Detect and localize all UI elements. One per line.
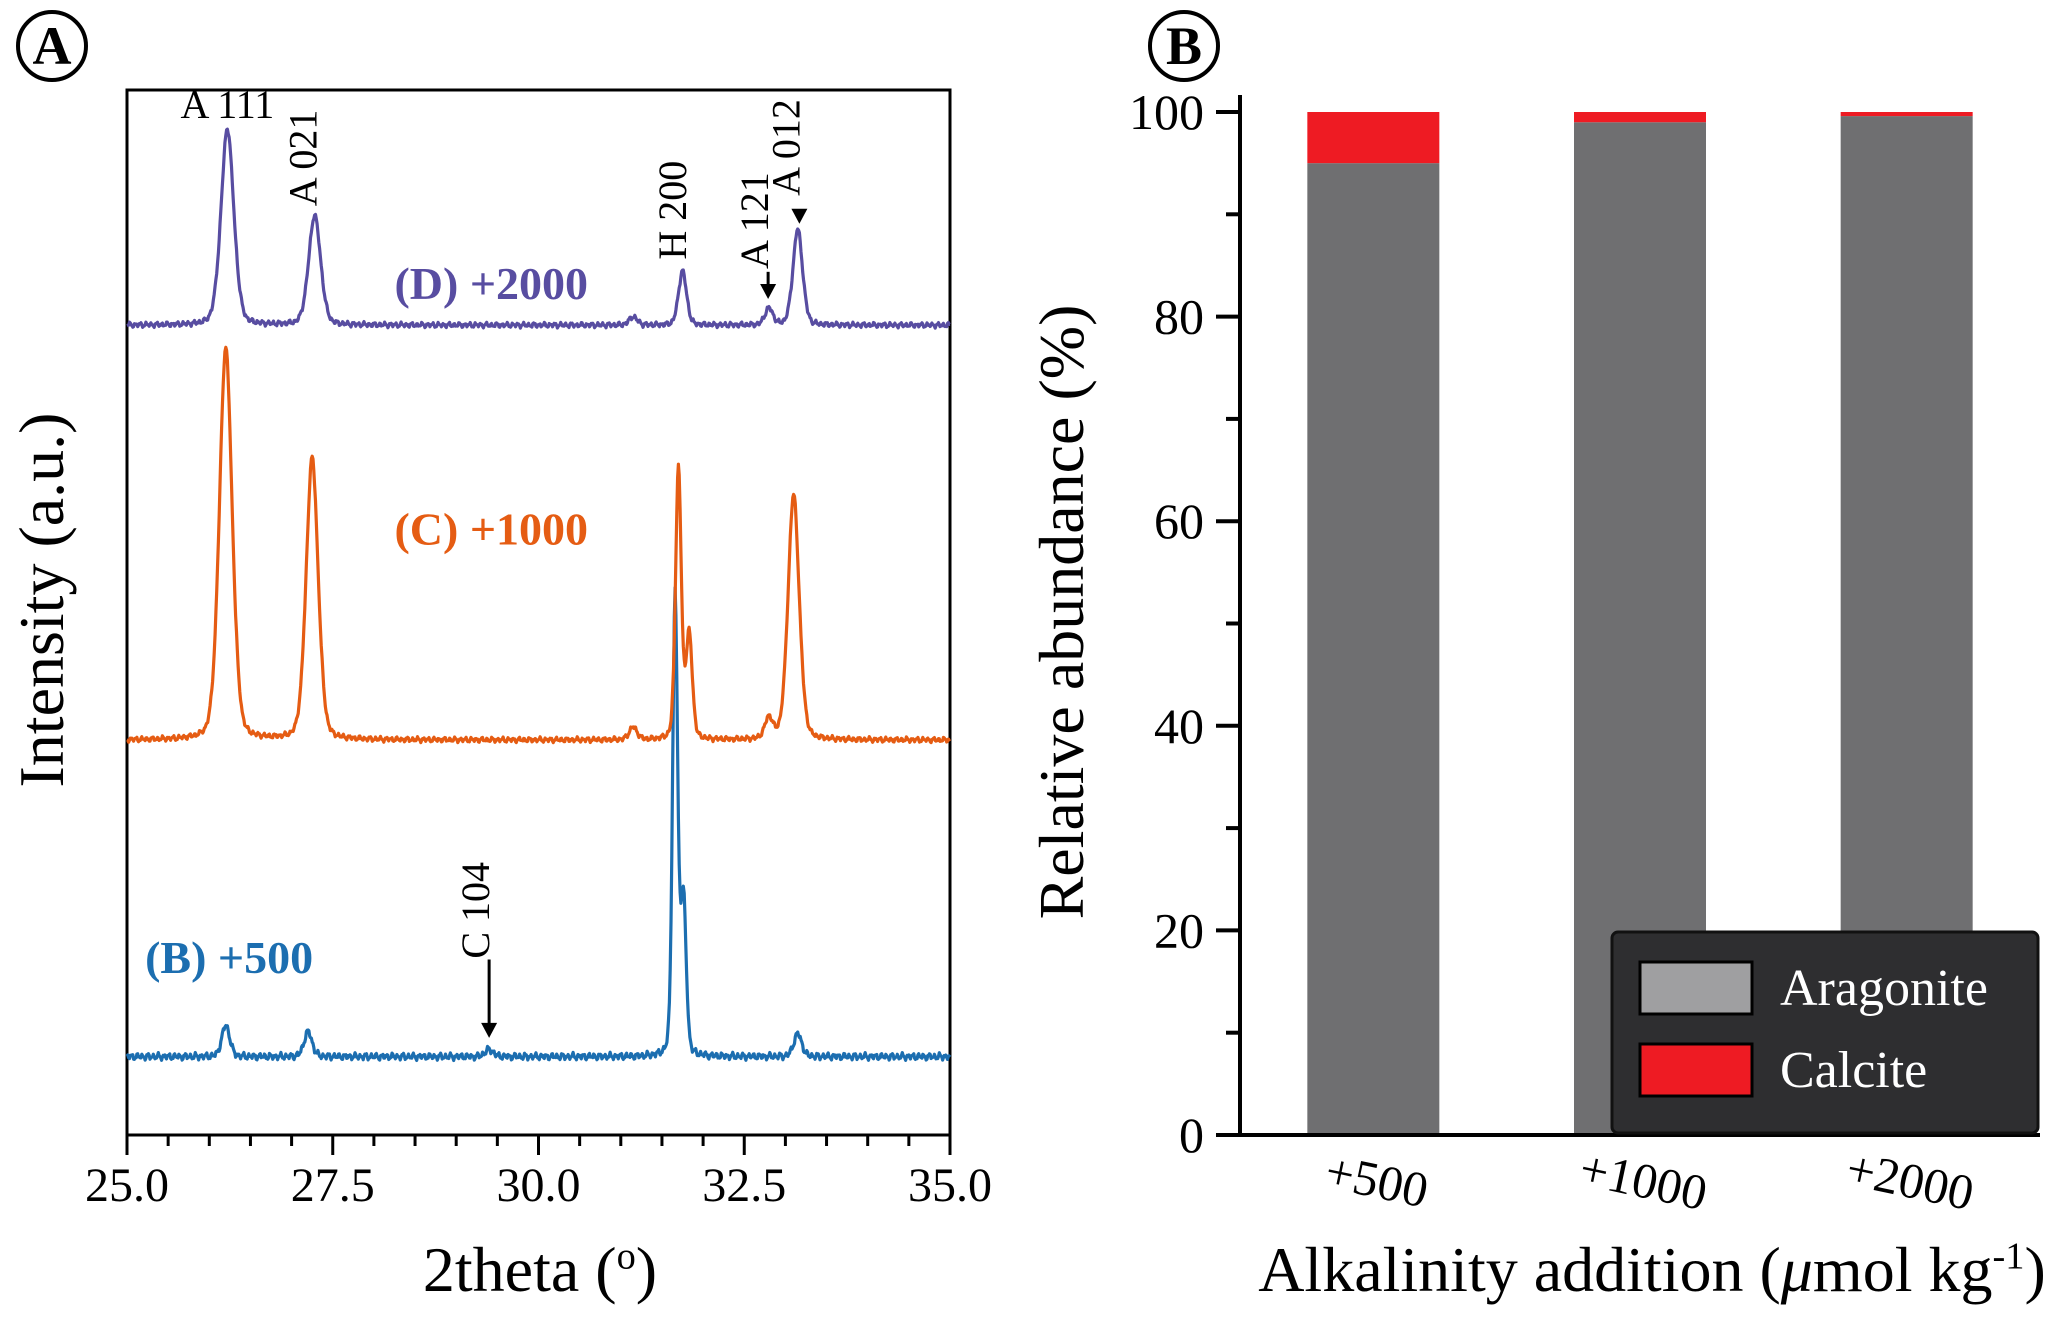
annotation-arrow-head <box>481 1022 498 1038</box>
peak-label-C104: C 104 <box>453 862 498 959</box>
panel-b-x-axis-title: Alkalinity addition (μmol kg-1) <box>1258 1233 2046 1307</box>
peak-label-A021: A 021 <box>280 110 325 207</box>
xrd-trace-B+500 <box>125 586 952 1063</box>
panel-b-badge: B <box>1148 10 1220 82</box>
panel-b-x-title-close: ) <box>2024 1234 2046 1305</box>
panel-a-badge: A <box>16 10 88 82</box>
panel-b-x-tick-label: +2000 <box>1842 1140 1979 1221</box>
bar-calcite-+2000 <box>1840 112 1973 117</box>
panel-a-x-title-sup: o <box>616 1235 636 1278</box>
panel-a-x-tick-label: 30.0 <box>497 1159 581 1212</box>
panel-b-x-title-mid: mol kg <box>1812 1234 1993 1305</box>
panel-b-plot: +500 +1000 +2000 0 20 40 60 80 100 Aragonite Calci… <box>1129 84 2040 1221</box>
trace-label-C+1000: (C) +1000 <box>394 504 588 555</box>
panel-b-x-tick-label: +1000 <box>1575 1140 1712 1221</box>
peak-label-A111: A 111 <box>181 82 275 127</box>
peak-label-A012: A 012 <box>763 99 808 196</box>
legend-swatch-calcite <box>1638 1042 1754 1098</box>
trace-label-D+2000: (D) +2000 <box>394 258 588 309</box>
annotation-arrow-head <box>760 284 777 299</box>
xrd-trace-D+2000 <box>126 127 951 330</box>
panel-a-x-tick-label: 25.0 <box>85 1159 169 1212</box>
bar-aragonite-+500 <box>1307 163 1440 1135</box>
panel-a-x-tick-label: 27.5 <box>291 1159 375 1212</box>
annotation-arrow-head <box>791 208 808 224</box>
panel-a-x-title-close: ) <box>635 1234 658 1305</box>
panel-b-x-title-text: Alkalinity addition ( <box>1258 1234 1781 1305</box>
legend-swatch-aragonite <box>1638 960 1754 1016</box>
peak-label-H200: H 200 <box>650 161 695 260</box>
panel-b-y-tick-label: 60 <box>1154 493 1204 549</box>
bar-calcite-+500 <box>1307 112 1440 164</box>
peak-label-A121: A 121 <box>732 172 777 269</box>
bar-calcite-+1000 <box>1574 112 1706 123</box>
legend-label-calcite: Calcite <box>1780 1042 1927 1099</box>
panel-a-x-tick-label: 32.5 <box>702 1159 786 1212</box>
panel-a-x-tick-label: 35.0 <box>908 1159 992 1212</box>
panel-b-y-tick-label: 100 <box>1129 84 1204 140</box>
panel-b-y-tick-label: 0 <box>1179 1107 1204 1163</box>
panel-a-y-axis-title: Intensity (a.u.) <box>6 412 77 788</box>
panel-b-y-axis-title: Relative abundance (%) <box>1026 304 1097 920</box>
panel-b-y-tick-label: 20 <box>1154 902 1204 958</box>
panel-a-plot: 25.0 27.5 30.0 32.5 35.0 (B) +500 (C) +1000 (D)… <box>85 82 992 1212</box>
panel-a-badge-letter: A <box>32 16 72 76</box>
panel-b-x-tick-label: +500 <box>1321 1142 1434 1218</box>
panel-a-x-title-text: 2theta ( <box>422 1234 617 1305</box>
panel-a-x-axis-title: 2theta (o) <box>423 1233 657 1307</box>
panel-b-badge-letter: B <box>1165 16 1203 76</box>
trace-label-B+500: (B) +500 <box>145 932 313 983</box>
panel-b-x-title-mu: μ <box>1780 1234 1813 1305</box>
panel-b-y-tick-label: 40 <box>1154 698 1204 754</box>
legend-label-aragonite: Aragonite <box>1780 960 1988 1017</box>
xrd-trace-C+1000 <box>126 345 952 745</box>
panel-b-x-title-sup: -1 <box>1992 1235 2025 1278</box>
panel-b-y-tick-label: 80 <box>1154 289 1204 345</box>
